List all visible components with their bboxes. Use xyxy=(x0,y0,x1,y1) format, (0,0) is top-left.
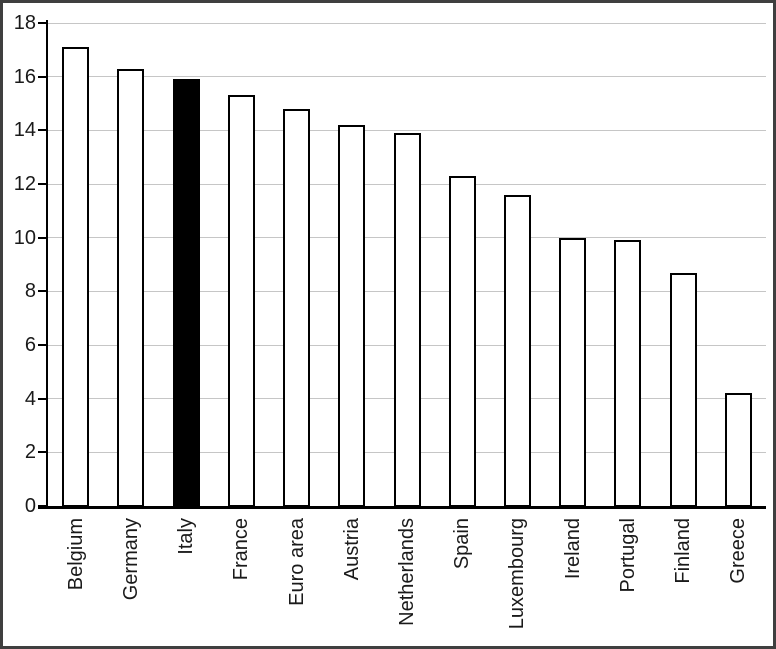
y-axis-tick xyxy=(38,75,46,78)
x-axis-label-portugal: Portugal xyxy=(616,518,639,593)
bar-france xyxy=(227,95,255,507)
y-axis-tick-label: 10 xyxy=(13,226,36,249)
y-axis-tick xyxy=(38,129,46,132)
x-axis-label-germany: Germany xyxy=(119,518,142,601)
gridline xyxy=(48,129,766,131)
y-axis-tick xyxy=(38,290,46,293)
bar-austria xyxy=(338,124,366,507)
x-axis-label-spain: Spain xyxy=(451,518,474,570)
x-axis-label-euro-area: Euro area xyxy=(285,518,308,606)
y-axis-tick-label: 4 xyxy=(24,387,36,410)
bar-finland xyxy=(669,272,697,507)
y-axis-tick xyxy=(38,397,46,400)
bar-ireland xyxy=(559,237,587,507)
y-axis-tick xyxy=(38,22,46,24)
bar-portugal xyxy=(614,240,642,507)
x-axis-label-luxembourg: Luxembourg xyxy=(506,518,529,630)
bar-germany xyxy=(117,68,145,507)
x-axis-label-italy: Italy xyxy=(175,518,198,555)
x-axis-label-finland: Finland xyxy=(672,518,695,584)
y-axis-tick xyxy=(38,236,46,239)
x-axis-label-france: France xyxy=(230,518,253,581)
x-axis-label-austria: Austria xyxy=(340,518,363,581)
bar-greece xyxy=(724,393,752,507)
y-axis-tick-label: 2 xyxy=(24,441,36,464)
bar-spain xyxy=(448,175,476,507)
x-axis-label-ireland: Ireland xyxy=(561,518,584,580)
y-axis-tick xyxy=(38,344,46,346)
y-axis-tick xyxy=(38,183,46,185)
gridline xyxy=(48,76,766,78)
bar-luxembourg xyxy=(503,194,531,507)
y-axis-tick-label: 14 xyxy=(13,119,36,142)
bar-euro-area xyxy=(283,108,311,507)
bar-netherlands xyxy=(393,133,421,507)
x-axis-label-netherlands: Netherlands xyxy=(396,518,418,626)
bar-belgium xyxy=(62,47,90,507)
y-axis-tick-label: 0 xyxy=(24,495,36,517)
y-axis-tick-label: 8 xyxy=(24,280,36,303)
x-axis-label-belgium: Belgium xyxy=(64,518,87,591)
y-axis-tick-label: 6 xyxy=(24,334,36,356)
y-axis-tick-label: 18 xyxy=(13,12,36,34)
y-axis-tick xyxy=(38,451,46,454)
x-axis xyxy=(38,506,766,509)
x-axis-label-greece: Greece xyxy=(727,518,750,584)
y-axis-tick-label: 16 xyxy=(13,65,36,88)
gridline xyxy=(48,22,766,24)
y-axis xyxy=(46,20,48,507)
bar-italy xyxy=(172,79,200,507)
y-axis-tick-label: 12 xyxy=(13,173,36,195)
